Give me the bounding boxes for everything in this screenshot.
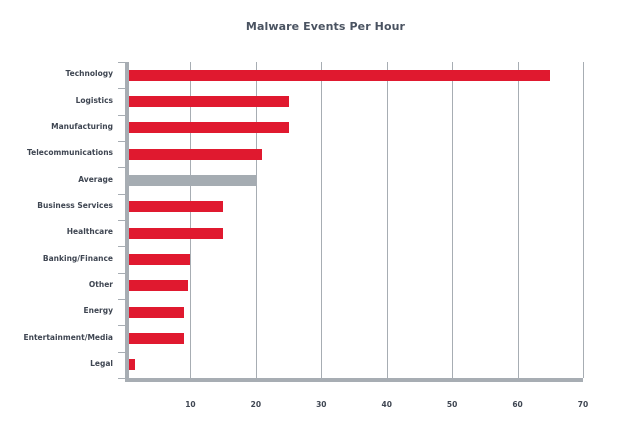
gridline xyxy=(583,62,584,378)
y-tick xyxy=(118,88,125,90)
bar xyxy=(129,227,224,239)
bar xyxy=(129,306,184,318)
bar xyxy=(129,69,551,81)
plot-area xyxy=(118,62,584,382)
x-tick-label: 70 xyxy=(577,400,589,409)
bar xyxy=(129,96,289,107)
gridline xyxy=(190,62,192,378)
category-label: Legal xyxy=(90,358,113,368)
y-tick xyxy=(118,220,125,221)
category-label: Other xyxy=(88,279,113,289)
x-tick-label: 50 xyxy=(446,400,458,409)
y-axis xyxy=(125,62,129,382)
y-tick xyxy=(118,193,125,195)
x-tick-label: 40 xyxy=(381,400,392,409)
y-tick xyxy=(118,325,125,327)
bar xyxy=(129,254,191,265)
bar xyxy=(129,148,263,160)
bar xyxy=(129,122,289,134)
gridline xyxy=(452,62,454,378)
bar xyxy=(129,359,135,371)
x-tick-label: 30 xyxy=(316,400,327,409)
category-label: Energy xyxy=(83,306,113,316)
y-tick xyxy=(118,299,125,300)
category-label: Telecommunications xyxy=(27,148,113,158)
category-label: Banking/Finance xyxy=(42,253,113,263)
category-label: Logistics xyxy=(75,95,113,105)
category-label: Business Services xyxy=(37,200,113,210)
bar xyxy=(129,280,189,292)
category-label: Average xyxy=(78,174,113,184)
gridline xyxy=(517,62,519,378)
gridline xyxy=(386,62,388,378)
bar xyxy=(129,333,184,344)
chart-title: Malware Events Per Hour xyxy=(245,20,406,33)
bar xyxy=(129,201,224,213)
category-label: Entertainment/Media xyxy=(23,332,113,342)
x-tick-label: 60 xyxy=(512,400,523,409)
y-tick xyxy=(118,351,125,353)
gridline xyxy=(321,62,323,378)
x-tick-label: 20 xyxy=(250,400,262,409)
y-tick xyxy=(118,246,125,248)
category-label: Healthcare xyxy=(66,227,113,237)
y-tick xyxy=(118,141,125,142)
gridline xyxy=(255,62,257,378)
category-label: Manufacturing xyxy=(51,121,113,131)
y-tick xyxy=(118,378,125,379)
y-tick xyxy=(118,167,125,169)
y-tick xyxy=(118,272,125,274)
average-bar xyxy=(129,175,256,186)
y-tick xyxy=(118,114,125,116)
x-axis xyxy=(125,378,583,382)
category-label: Technology xyxy=(65,69,113,79)
x-tick-label: 10 xyxy=(185,400,196,409)
y-tick xyxy=(118,62,125,63)
